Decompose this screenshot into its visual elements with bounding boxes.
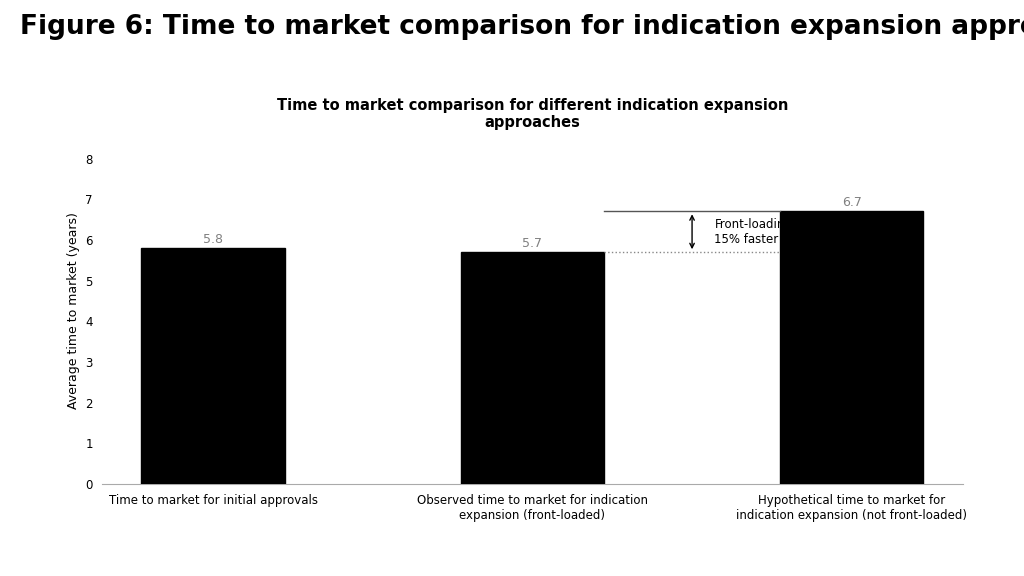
Text: Front-loading
15% faster: Front-loading 15% faster — [715, 218, 793, 246]
Y-axis label: Average time to market (years): Average time to market (years) — [67, 213, 80, 410]
Bar — [141, 248, 285, 484]
Bar — [780, 211, 924, 484]
Title: Time to market comparison for different indication expansion
approaches: Time to market comparison for different … — [276, 98, 788, 130]
Bar — [461, 252, 604, 484]
Text: Figure 6: Time to market comparison for indication expansion approaches: Figure 6: Time to market comparison for … — [20, 14, 1024, 40]
Text: 6.7: 6.7 — [842, 196, 861, 210]
Text: 5.8: 5.8 — [204, 233, 223, 246]
Text: 5.7: 5.7 — [522, 237, 543, 250]
